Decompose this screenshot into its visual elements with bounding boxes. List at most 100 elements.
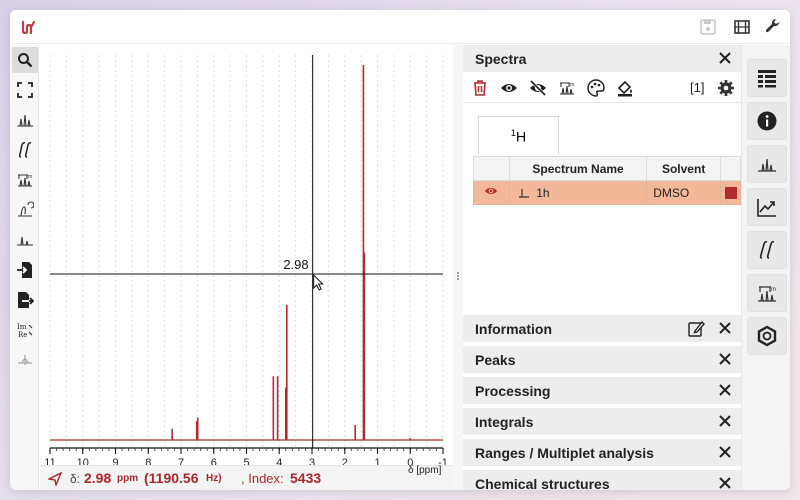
chemical-structures-panel-title: Chemical structures — [475, 476, 610, 490]
svg-text:Im: Im — [17, 323, 27, 331]
left-toolbar: m Im Re — [10, 45, 39, 490]
tab-sup: 1 — [510, 128, 516, 138]
wrench-icon[interactable] — [764, 18, 782, 36]
tick-label: 7 — [178, 457, 184, 465]
tick-label: 1 — [374, 457, 380, 465]
crosshair-label: 2.98 — [283, 257, 308, 272]
tick-label: -1 — [438, 457, 448, 465]
integrals-icon[interactable] — [747, 231, 787, 269]
real-imaginary-icon[interactable]: Im Re — [12, 317, 38, 343]
film-icon[interactable] — [733, 18, 751, 36]
palette-icon[interactable] — [587, 79, 605, 97]
ranges-panel-header[interactable]: Ranges / Multiplet analysis — [463, 439, 741, 467]
cursor-arrow-icon — [48, 472, 62, 486]
gear-icon[interactable] — [717, 79, 735, 97]
axis-unit-label: δ [ppm] — [408, 465, 442, 476]
column-header-solvent[interactable]: Solvent — [646, 156, 722, 181]
column-header-color — [720, 156, 741, 181]
spectrum-1d-icon — [518, 188, 529, 198]
fill-icon[interactable] — [616, 79, 634, 97]
tick-label: 4 — [276, 457, 282, 465]
peaks-panel-title: Peaks — [475, 352, 516, 368]
zoom-icon[interactable] — [12, 47, 38, 73]
solvent-cell: DMSO — [646, 180, 722, 205]
tick-label: 5 — [243, 457, 249, 465]
column-header-name[interactable]: Spectrum Name — [508, 156, 648, 181]
structures-icon[interactable] — [747, 317, 787, 355]
tab-1h[interactable]: 1H — [478, 116, 559, 154]
tick-label: 6 — [211, 457, 217, 465]
eye-icon[interactable] — [500, 79, 518, 97]
spectra-toolbar: m [1] — [463, 73, 741, 103]
spectrum-plot[interactable]: 11 10 9 8 7 6 5 4 3 2 1 0 -1 2.98 — [40, 45, 453, 465]
full-screen-icon[interactable] — [12, 77, 38, 103]
status-bar: δ: 2.98 ppm (1190.56 Hz) , Index: 5433 δ… — [40, 465, 453, 490]
peaks-panel-header[interactable]: Peaks — [463, 346, 741, 374]
close-icon[interactable] — [717, 413, 733, 429]
delta-value: 2.98 — [84, 470, 112, 486]
color-cell[interactable] — [720, 180, 741, 205]
tick-label: 2 — [342, 457, 348, 465]
trash-icon[interactable] — [471, 79, 489, 97]
panel-splitter[interactable] — [453, 45, 463, 490]
color-swatch[interactable] — [724, 187, 737, 200]
multiplet-analysis-icon[interactable]: m — [558, 79, 576, 97]
index-label: , Index: — [241, 471, 284, 486]
integrals-panel-header[interactable]: Integrals — [463, 408, 741, 436]
multiplet-icon[interactable]: m — [12, 167, 38, 193]
phase-icon[interactable] — [12, 197, 38, 223]
delta-unit: ppm — [117, 473, 139, 484]
eye-slash-icon[interactable] — [529, 79, 547, 97]
tick-label: 11 — [44, 457, 55, 465]
ranges-icon[interactable]: m — [747, 274, 787, 312]
spectra-panel-title: Spectra — [475, 51, 527, 67]
peak-picking-icon[interactable] — [12, 107, 38, 133]
visibility-cell[interactable] — [473, 180, 510, 205]
import-icon[interactable] — [12, 257, 38, 283]
chemical-structures-panel-header[interactable]: Chemical structures — [463, 470, 741, 490]
close-icon[interactable] — [717, 351, 733, 367]
close-icon[interactable] — [717, 475, 733, 490]
export-icon[interactable] — [12, 287, 38, 313]
hz-unit: Hz) — [206, 473, 222, 484]
spectra-count: [1] — [690, 80, 705, 95]
svg-text:m: m — [28, 174, 32, 180]
processing-panel-header[interactable]: Processing — [463, 377, 741, 405]
information-icon[interactable] — [747, 102, 787, 140]
eye-icon[interactable] — [484, 184, 498, 198]
tab-label: H — [515, 128, 527, 145]
table-row[interactable]: 1h DMSO — [473, 180, 741, 205]
svg-text:Re: Re — [18, 331, 27, 339]
column-header-visibility — [473, 156, 510, 181]
spectra-list-icon[interactable] — [747, 59, 787, 97]
baseline-icon[interactable] — [12, 227, 38, 253]
tick-label: 8 — [145, 457, 151, 465]
close-icon[interactable] — [717, 320, 733, 336]
tick-label: 3 — [309, 457, 315, 465]
information-panel-header[interactable]: Information — [463, 315, 741, 343]
spectrum-name: 1h — [536, 185, 550, 200]
side-tab-strip: m — [741, 45, 790, 490]
save-icon[interactable] — [699, 18, 717, 36]
mouse-pointer-icon — [313, 273, 324, 291]
spectrum-chart[interactable]: 11 10 9 8 7 6 5 4 3 2 1 0 -12.98 — [40, 45, 453, 465]
tick-label: 0 — [407, 457, 413, 465]
spectra-panel-header[interactable]: Spectra — [463, 45, 741, 73]
edit-icon[interactable] — [687, 320, 705, 338]
integral-icon[interactable] — [12, 137, 38, 163]
close-icon[interactable] — [717, 382, 733, 398]
peaks-icon[interactable] — [747, 145, 787, 183]
spectra-table: Spectrum Name Solvent 1h DMSO — [473, 156, 741, 205]
app-logo-icon — [20, 18, 38, 36]
index-value: 5433 — [290, 470, 322, 486]
close-icon[interactable] — [717, 444, 733, 460]
right-panels: Spectra m [1] 1H Spectrum Name Solvent — [463, 45, 741, 490]
information-panel-title: Information — [475, 321, 552, 337]
hz-value: (1190.56 — [144, 470, 199, 486]
spectrum-name-cell[interactable]: 1h — [508, 180, 648, 205]
tick-label: 9 — [112, 457, 118, 465]
close-icon[interactable] — [717, 50, 733, 66]
title-bar — [10, 10, 790, 44]
apodization-icon[interactable] — [12, 347, 38, 373]
processing-icon[interactable] — [747, 188, 787, 226]
